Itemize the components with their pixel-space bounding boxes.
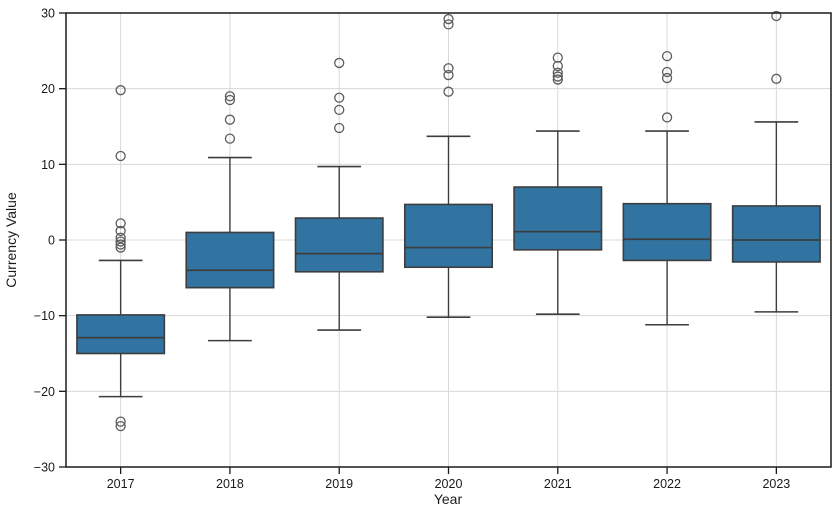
outlier-point xyxy=(334,57,345,69)
outlier-point xyxy=(224,114,236,125)
outlier-point xyxy=(771,73,782,84)
outlier-point xyxy=(443,13,454,25)
outlier-point xyxy=(115,85,126,96)
box-group-2021 xyxy=(513,52,603,315)
outlier-point xyxy=(334,92,345,103)
outlier-point xyxy=(115,218,126,229)
outlier-point xyxy=(115,150,126,162)
outlier-point xyxy=(443,69,454,81)
outlier-point xyxy=(115,416,126,427)
outlier-point xyxy=(552,60,563,72)
box-group-2023 xyxy=(731,10,821,313)
outlier-point xyxy=(443,63,454,74)
x-tick-label: 2019 xyxy=(325,477,353,491)
outlier-point xyxy=(115,239,126,250)
plot-border xyxy=(65,12,832,468)
x-tick-label: 2021 xyxy=(544,477,572,491)
iqr-box xyxy=(403,203,494,269)
y-tick-label: −10 xyxy=(34,309,55,323)
outlier-point xyxy=(552,67,563,78)
outlier-point xyxy=(115,420,126,432)
outlier-point xyxy=(552,52,563,63)
x-tick-label: 2020 xyxy=(435,477,463,491)
iqr-box xyxy=(513,186,603,251)
box-group-2018 xyxy=(185,91,275,342)
x-tick-label: 2022 xyxy=(653,477,681,491)
outlier-point xyxy=(443,86,454,97)
iqr-box xyxy=(622,202,712,262)
y-tick-label: 20 xyxy=(41,82,55,96)
y-tick-label: −30 xyxy=(34,461,55,475)
plot-spines xyxy=(65,12,832,468)
outlier-point xyxy=(661,66,673,78)
box-group-2019 xyxy=(294,57,384,331)
outlier-point xyxy=(552,71,563,82)
outlier-point xyxy=(224,94,236,106)
outlier-point xyxy=(115,232,126,243)
outlier-point xyxy=(552,74,563,85)
iqr-box xyxy=(294,217,384,273)
box-group-2020 xyxy=(403,13,494,318)
y-tick-label: −20 xyxy=(34,385,55,399)
axis-ticks: −30 −20 −10 0 10 20 30 2017 2018 2019 2020 2021 2022… xyxy=(34,7,791,492)
iqr-box xyxy=(185,231,275,289)
outlier-point xyxy=(224,91,236,102)
iqr-box xyxy=(76,314,166,355)
x-tick-label: 2023 xyxy=(762,477,790,491)
box-group-2022 xyxy=(622,50,712,326)
y-tick-label: 30 xyxy=(41,7,55,21)
y-tick-label: 0 xyxy=(48,234,55,248)
outlier-point xyxy=(224,133,236,144)
x-tick-label: 2017 xyxy=(107,477,135,491)
box-series xyxy=(76,10,821,432)
box-group-2017 xyxy=(76,85,166,432)
outlier-point xyxy=(334,122,345,134)
outlier-point xyxy=(443,19,454,30)
outlier-point xyxy=(115,225,126,237)
outlier-point xyxy=(771,10,782,22)
x-axis-label: Year xyxy=(434,491,463,507)
outlier-point xyxy=(661,72,673,84)
y-axis-label: Currency Value xyxy=(3,192,19,288)
y-tick-label: 10 xyxy=(41,158,55,172)
outlier-point xyxy=(115,236,126,247)
outlier-point xyxy=(334,104,345,116)
outlier-point xyxy=(661,50,673,62)
iqr-box xyxy=(731,205,821,263)
outlier-point xyxy=(661,112,673,123)
outlier-point xyxy=(115,242,126,253)
x-tick-label: 2018 xyxy=(216,477,244,491)
